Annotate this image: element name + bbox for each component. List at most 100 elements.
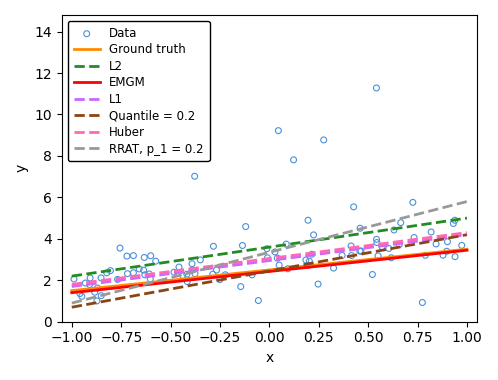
Data [310,232,318,238]
Data [140,255,148,261]
Data [93,298,101,304]
Data [356,225,364,231]
Data [170,269,178,275]
Data [458,242,466,249]
Data [152,258,160,264]
Data [350,204,358,210]
Data [439,252,447,258]
Data [330,265,338,271]
Data [81,280,89,286]
Data [123,253,131,259]
Data [263,255,271,261]
Data [76,291,84,297]
Data [271,249,279,255]
Y-axis label: y: y [15,164,29,173]
Data [116,245,124,251]
Data [114,276,122,282]
Data [254,298,262,304]
Data [196,151,204,157]
Data [275,262,283,268]
Data [103,270,111,276]
Data [141,272,149,278]
Data [378,244,386,250]
Data [188,267,196,273]
Data [124,271,131,277]
Data [273,255,281,261]
Data [210,243,218,249]
Data [70,276,78,282]
Data [410,234,418,241]
Data [196,257,204,263]
Data [183,279,191,285]
Data [282,241,290,247]
Data [348,252,356,258]
Data [432,241,440,247]
Data [248,272,256,278]
Data [145,271,153,277]
Data [409,200,417,206]
Data [347,243,355,249]
Data [304,262,312,268]
X-axis label: x: x [265,351,273,365]
Data [395,241,403,247]
Data [374,253,382,259]
Data [191,173,199,179]
Data [139,267,147,273]
Data [357,248,365,254]
Data [314,281,322,287]
Data [449,220,457,226]
Data [373,85,380,91]
Data [356,248,364,254]
Data [111,154,119,160]
Data [129,253,137,259]
Data [263,246,271,252]
Data [308,251,316,257]
Data [451,253,459,260]
Data [237,283,245,290]
Data [209,271,217,277]
Data [284,266,292,272]
Data [274,128,282,134]
Data [222,272,230,278]
Data [242,223,249,230]
Data [421,252,429,258]
Data [146,276,154,282]
Data [451,217,459,223]
Data [290,157,298,163]
Data [397,220,405,226]
Data [304,217,312,223]
Data [97,293,105,299]
Data [444,239,452,245]
Data [199,141,207,147]
Data [390,227,398,233]
Data [385,245,393,252]
Data [305,258,313,264]
Data [302,257,310,263]
Data [183,271,191,277]
Data [86,282,94,288]
Data [91,289,99,295]
Data [213,267,221,273]
Data [369,271,376,277]
Data [443,248,451,254]
Data [320,137,328,143]
Data [239,242,247,249]
Data [107,268,115,274]
Data [129,270,137,276]
Data [135,266,143,272]
Data [94,285,102,291]
Data [216,277,224,283]
Legend: Data, Ground truth, L2, EMGM, L1, Quantile = 0.2, Huber, RRAT, p_1 = 0.2: Data, Ground truth, L2, EMGM, L1, Quanti… [68,21,210,162]
Data [188,261,196,267]
Data [97,275,105,281]
Data [427,229,435,235]
Data [373,239,381,245]
Data [86,275,94,281]
Data [387,255,395,261]
Data [338,252,346,258]
Data [418,299,426,306]
Data [78,293,86,299]
Data [115,70,123,76]
Data [373,236,380,242]
Data [175,264,183,270]
